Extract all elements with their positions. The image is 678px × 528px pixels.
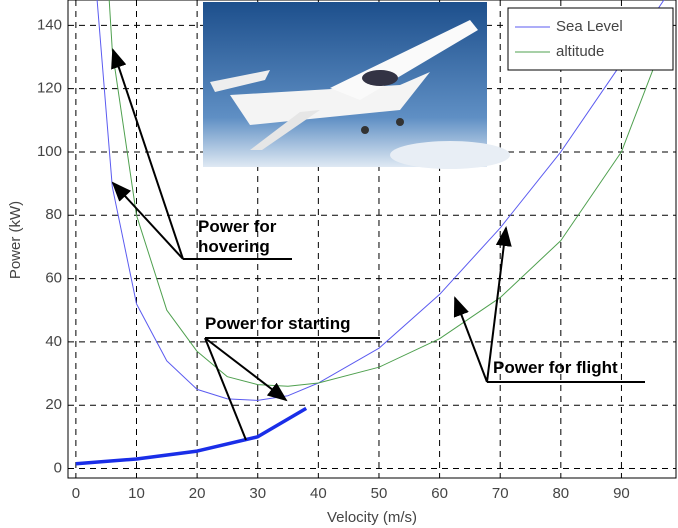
- y-tick-label: 100: [37, 143, 62, 160]
- annotation-flight: Power for flight: [453, 226, 645, 383]
- data-line: [96, 0, 665, 401]
- annotation-text: Power for flight: [493, 358, 618, 377]
- annotation-text: hovering: [198, 237, 270, 256]
- x-tick-label: 70: [492, 485, 509, 502]
- legend-label: altitude: [556, 43, 604, 60]
- y-tick-label: 80: [45, 206, 62, 223]
- y-tick-label: 20: [45, 396, 62, 413]
- x-tick-label: 0: [72, 485, 80, 502]
- annotation-starting: Power for starting: [204, 314, 380, 441]
- y-tick-label: 140: [37, 16, 62, 33]
- annotation-hovering: Power for hovering: [111, 48, 292, 260]
- data-line: [75, 406, 308, 466]
- x-tick-label: 60: [431, 485, 448, 502]
- y-axis-label: Power (kW): [7, 201, 24, 279]
- photo: [203, 2, 510, 169]
- x-tick-label: 20: [189, 485, 206, 502]
- x-tick-label: 40: [310, 485, 327, 502]
- y-tick-label: 0: [54, 459, 62, 476]
- legend-label: Sea Level: [556, 18, 623, 35]
- annotation-text: Power for starting: [205, 314, 350, 333]
- y-tick-label: 60: [45, 270, 62, 287]
- x-tick-label: 30: [249, 485, 266, 502]
- legend: Sea Level altitude: [507, 7, 674, 71]
- x-tick-label: 80: [552, 485, 569, 502]
- annotation-text: Power for: [198, 217, 277, 236]
- y-tick-label: 40: [45, 333, 62, 350]
- y-tick-label: 120: [37, 80, 62, 97]
- x-tick-label: 90: [613, 485, 630, 502]
- data-line: [108, 0, 665, 387]
- x-tick-label: 50: [371, 485, 388, 502]
- x-tick-label: 10: [128, 485, 145, 502]
- x-axis-label: Velocity (m/s): [327, 509, 417, 526]
